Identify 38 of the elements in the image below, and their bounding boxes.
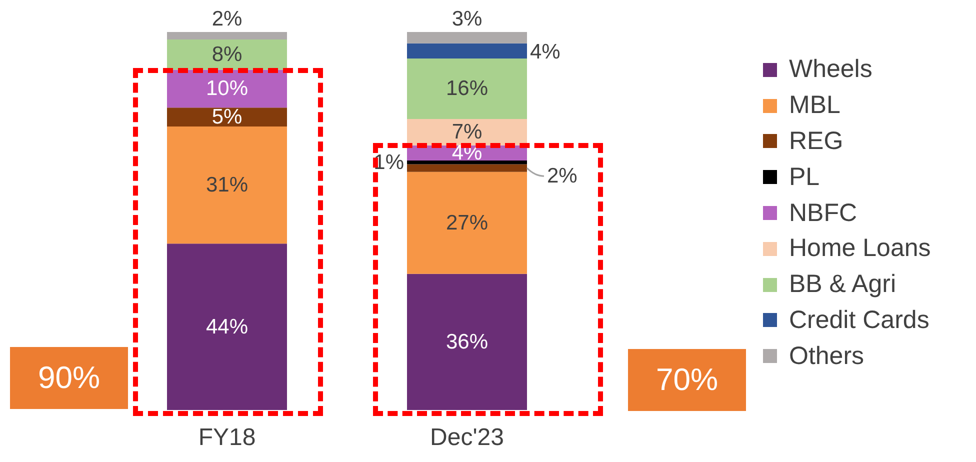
data-label: 2%: [547, 164, 578, 188]
data-label: 31%: [206, 174, 248, 197]
bar: [407, 58, 527, 119]
data-label: 4%: [530, 40, 560, 64]
bar: [407, 160, 527, 164]
bar: [407, 274, 527, 410]
legend-label: BB & Agri: [789, 270, 896, 300]
legend-label: PL: [789, 162, 820, 192]
bar: [407, 164, 527, 172]
bar: [167, 32, 287, 40]
legend-label: Wheels: [789, 55, 872, 84]
data-label: 27%: [446, 211, 488, 234]
data-label: 44%: [206, 315, 248, 338]
legend-label: MBL: [789, 91, 840, 120]
data-label: 8%: [212, 43, 242, 66]
bar: [167, 244, 287, 410]
legend-label: REG: [789, 126, 844, 156]
data-label: 16%: [446, 77, 488, 100]
data-label: 36%: [446, 330, 488, 354]
data-label: 7%: [452, 120, 482, 144]
legend-label: Credit Cards: [789, 306, 930, 335]
text: 70%: [628, 349, 746, 411]
legend-label: Home Loans: [789, 234, 931, 264]
bar: [407, 172, 527, 274]
bar: [407, 32, 527, 44]
data-label: 3%: [452, 8, 482, 30]
legend-label: Others: [789, 342, 864, 371]
bar: [167, 40, 287, 70]
bar: [167, 126, 287, 244]
legend-label: NBFC: [789, 198, 858, 228]
text: 90%: [10, 347, 128, 409]
x-tick-label: FY18: [198, 424, 256, 452]
bar: [167, 108, 287, 126]
bar: [407, 43, 527, 58]
x-tick-label: Dec'23: [430, 424, 504, 452]
data-label: 2%: [212, 8, 242, 30]
data-label: 10%: [206, 77, 248, 100]
data-label: 5%: [212, 106, 242, 129]
